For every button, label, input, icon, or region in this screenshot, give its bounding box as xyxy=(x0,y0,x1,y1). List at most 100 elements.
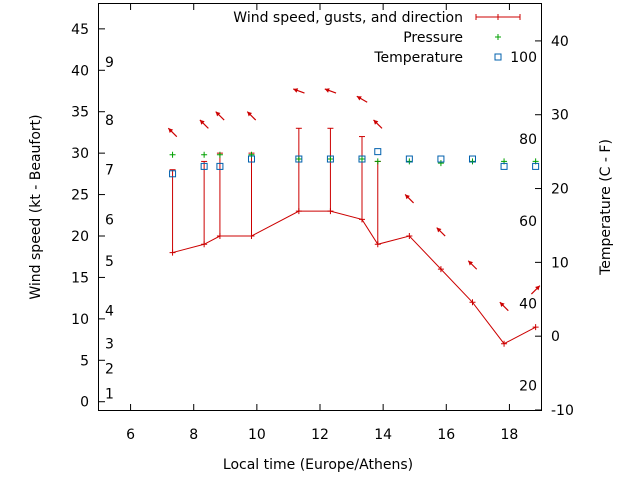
arrow-head xyxy=(356,96,362,101)
wind-direction-arrow xyxy=(293,88,305,94)
legend-temperature-marker xyxy=(494,53,502,61)
x-tick-label: 16 xyxy=(437,427,455,443)
temperature-point xyxy=(295,155,303,163)
y-tick-label: 0 xyxy=(80,395,89,411)
wind-point xyxy=(374,241,381,248)
arrow-head xyxy=(293,88,299,93)
y2-tick-label: 30 xyxy=(551,108,569,124)
arrow-head xyxy=(468,260,474,266)
pressure-point xyxy=(248,151,255,158)
pressure-point xyxy=(169,151,176,158)
fahrenheit-label: 60 xyxy=(519,214,537,230)
x-tick-label: 12 xyxy=(311,427,329,443)
arrow-head xyxy=(324,88,330,93)
fahrenheit-label: 20 xyxy=(519,379,537,395)
y-tick-label: 45 xyxy=(71,22,89,38)
wind-direction-arrow xyxy=(199,119,209,129)
beaufort-label: 7 xyxy=(105,163,114,179)
beaufort-label: 1 xyxy=(105,386,114,402)
temperature-point xyxy=(437,155,445,163)
wind-point xyxy=(295,208,302,215)
y-tick-label: 20 xyxy=(71,229,89,245)
beaufort-label: 5 xyxy=(105,254,114,270)
arrow-head xyxy=(436,227,442,233)
wind-point xyxy=(201,241,208,248)
y-tick-label: 30 xyxy=(71,146,89,162)
beaufort-label: 6 xyxy=(105,212,114,228)
arrow-head xyxy=(199,119,205,125)
wind-direction-arrow xyxy=(215,111,225,121)
wind-direction-arrow xyxy=(356,95,368,103)
temperature-point xyxy=(374,148,382,156)
temperature-point xyxy=(247,155,255,163)
wind-direction-arrow xyxy=(467,260,478,270)
y2-tick-label: 20 xyxy=(551,182,569,198)
temperature-point xyxy=(358,155,366,163)
temperature-point xyxy=(468,155,476,163)
fahrenheit-label: 40 xyxy=(519,297,537,313)
gust-bars xyxy=(169,127,381,253)
arrow-head xyxy=(247,111,253,117)
x-axis-title: Local time (Europe/Athens) xyxy=(223,457,413,473)
wind-point xyxy=(248,233,255,239)
arrow-head xyxy=(373,119,379,125)
fahrenheit-label: 100 xyxy=(510,50,537,66)
x-tick-label: 14 xyxy=(374,427,392,443)
y2-axis-title: Temperature (C - F) xyxy=(598,139,614,276)
wind-direction-arrow xyxy=(373,119,383,129)
wind-point xyxy=(437,266,444,273)
legend-label: Temperature xyxy=(373,50,463,66)
wind-point xyxy=(406,233,413,239)
beaufort-label: 8 xyxy=(105,113,114,129)
beaufort-label: 9 xyxy=(105,55,114,71)
y2-tick-label: 10 xyxy=(551,255,569,271)
beaufort-label: 4 xyxy=(105,304,114,320)
fahrenheit-label: 80 xyxy=(519,132,537,148)
wind-point xyxy=(532,324,539,331)
wind-series xyxy=(169,208,539,347)
pressure-point xyxy=(216,151,223,158)
arrow-head xyxy=(535,285,540,291)
wind-direction-arrow xyxy=(404,194,415,204)
wind-point xyxy=(469,299,476,306)
arrow-head xyxy=(168,128,174,133)
x-tick-label: 6 xyxy=(126,427,135,443)
y-tick-label: 10 xyxy=(71,312,89,328)
pressure-point xyxy=(374,158,381,165)
arrow-head xyxy=(215,111,221,117)
wind-direction-arrow xyxy=(324,88,337,94)
wind-direction-arrow xyxy=(167,127,178,138)
direction-arrows xyxy=(167,88,541,312)
y-tick-label: 35 xyxy=(71,105,89,121)
wind-point xyxy=(169,249,176,256)
temperature-series xyxy=(169,148,540,178)
y-axis-title: Wind speed (kt - Beaufort) xyxy=(28,114,44,299)
legend-pressure-marker xyxy=(495,34,501,40)
y-tick-label: 40 xyxy=(71,63,89,79)
y-tick-label: 25 xyxy=(71,188,89,204)
legend-label: Wind speed, gusts, and direction xyxy=(233,10,463,26)
y2-tick-label: 0 xyxy=(551,329,560,345)
legend: Wind speed, gusts, and direction Pressure… xyxy=(233,10,521,66)
temperature-point xyxy=(500,162,508,170)
temperature-point xyxy=(169,170,177,178)
wind-point xyxy=(327,208,334,215)
pressure-point xyxy=(406,158,413,165)
pressure-point xyxy=(469,158,476,165)
axis-ticks: 6 8 10 12 14 16 18051015202530354045-100102030… xyxy=(71,4,574,443)
beaufort-label: 2 xyxy=(105,362,114,378)
y-tick-label: 5 xyxy=(80,353,89,369)
wind-direction-arrow xyxy=(499,301,509,312)
arrow-head xyxy=(405,194,410,200)
wind-direction-arrow xyxy=(436,227,446,237)
pressure-point xyxy=(327,155,334,162)
wind-point xyxy=(216,233,223,239)
wind-point xyxy=(501,340,508,347)
x-tick-label: 18 xyxy=(501,427,519,443)
wind-direction-arrow xyxy=(530,285,541,295)
temperature-point xyxy=(532,162,540,170)
temperature-point xyxy=(216,162,224,170)
wind-direction-arrow xyxy=(246,111,257,121)
